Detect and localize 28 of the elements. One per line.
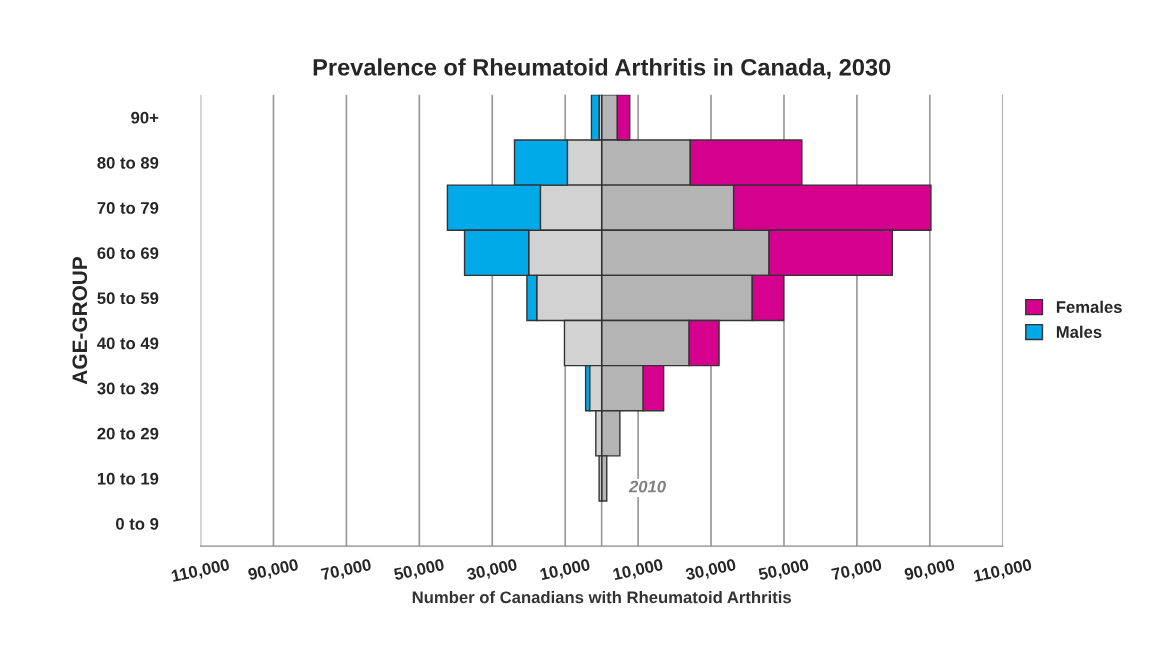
x-tick-label: 110,000 (973, 558, 1033, 585)
y-axis-title: AGE-GROUP (72, 256, 88, 385)
x-tick-label: 50,000 (758, 558, 810, 583)
annotation: 2010 (628, 480, 666, 493)
y-tick-label: 0 to 9 (116, 517, 159, 530)
x-axis-title: Number of Canadians with Rheumatoid Arthritis (412, 590, 791, 604)
y-tick-label: 50 to 59 (97, 292, 159, 305)
y-tick-label: 30 to 39 (97, 382, 159, 395)
y-tick-label: 70 to 79 (97, 202, 159, 214)
y-tick-label: 80 to 89 (97, 156, 159, 169)
y-tick-label: 10 to 19 (97, 472, 159, 485)
y-tick-label: 60 to 69 (97, 247, 159, 259)
x-tick-label: 50,000 (393, 558, 446, 583)
y-tick-label: 40 to 49 (97, 337, 159, 350)
x-tick-label: 70,000 (320, 558, 373, 583)
x-tick-label: 70,000 (831, 558, 883, 583)
x-tick-label: 30,000 (466, 558, 518, 583)
legend-label: Females (1056, 300, 1122, 313)
x-tick-label: 10,000 (612, 558, 664, 583)
x-tick-label: 30,000 (684, 558, 737, 583)
x-tick-label: 110,000 (171, 558, 231, 585)
x-tick-label: 90,000 (247, 558, 300, 583)
y-tick-label: 90+ (131, 111, 159, 124)
y-tick-label: 20 to 29 (97, 427, 159, 440)
chart-title: Prevalence of Rheumatoid Arthritis in Canada, 2030 (313, 58, 891, 80)
x-tick-label: 10,000 (539, 558, 591, 583)
x-tick-label: 90,000 (903, 558, 956, 583)
legend-label: Males (1056, 325, 1102, 338)
